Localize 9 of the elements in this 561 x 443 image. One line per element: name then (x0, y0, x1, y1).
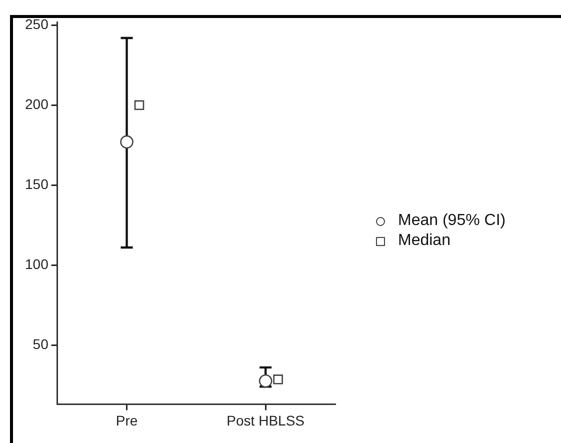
legend-label: Mean (95% CI) (398, 211, 506, 232)
x-tick-label: Post HBLSS (226, 412, 305, 428)
legend-label: Median (398, 231, 450, 252)
y-tick-label: 50 (32, 336, 49, 352)
y-tick-label: 100 (25, 256, 49, 272)
y-tick-label: 150 (25, 176, 49, 192)
y-tick-label: 200 (25, 96, 49, 112)
y-tick-label: 250 (25, 16, 49, 32)
x-tick-label: Pre (116, 412, 138, 428)
